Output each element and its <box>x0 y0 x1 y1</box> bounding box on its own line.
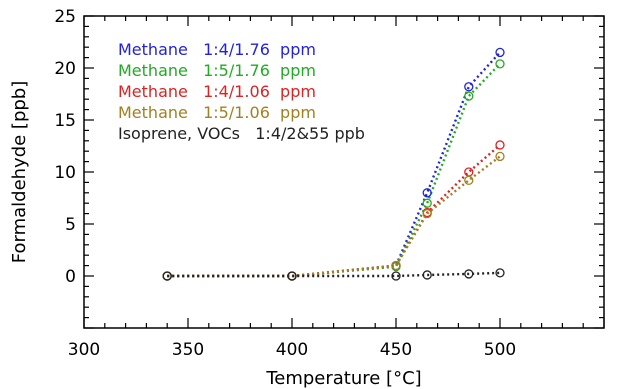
data-point <box>495 268 505 278</box>
x-tick-label: 500 <box>484 340 516 360</box>
data-point <box>422 188 432 198</box>
data-point <box>422 208 432 219</box>
data-point <box>464 167 474 177</box>
y-tick-label: 0 <box>65 267 76 287</box>
y-axis-label: Formaldehyde [ppb] <box>9 81 30 263</box>
y-tick-label: 25 <box>54 7 76 27</box>
series-line-2 <box>167 144 501 278</box>
tick-labels: 300 350 400 450 500 0 5 10 15 20 25 <box>54 7 516 360</box>
series-points <box>162 47 505 281</box>
data-point <box>464 175 474 185</box>
x-axis-label: Temperature [°C] <box>265 368 421 389</box>
y-tick-label: 20 <box>54 59 76 79</box>
y-tick-label: 15 <box>54 111 76 131</box>
data-point <box>495 47 505 58</box>
data-point <box>162 271 172 281</box>
data-point <box>287 271 297 281</box>
data-point <box>495 140 505 150</box>
data-point <box>391 271 401 281</box>
legend-entry: Methane 1:5/1.76 ppm <box>118 61 316 80</box>
data-point <box>422 198 432 208</box>
data-point <box>495 151 505 162</box>
x-tick-label: 300 <box>68 340 100 360</box>
legend-entry: Methane 1:5/1.06 ppm <box>118 103 316 122</box>
y-tick-label: 10 <box>54 163 76 183</box>
legend-entry: Methane 1:4/1.06 ppm <box>118 82 316 101</box>
x-tick-label: 400 <box>276 340 308 360</box>
series-lines <box>167 51 501 278</box>
series-line-4 <box>167 271 501 278</box>
axis-ticks <box>83 15 605 329</box>
x-tick-label: 450 <box>380 340 412 360</box>
legend-entry: Methane 1:4/1.76 ppm <box>118 40 316 59</box>
x-tick-label: 350 <box>172 340 204 360</box>
data-point <box>422 270 432 280</box>
legend-entry: Isoprene, VOCs 1:4/2&55 ppb <box>118 124 365 143</box>
data-point <box>464 91 474 101</box>
series-line-3 <box>167 155 501 278</box>
data-point <box>495 59 505 69</box>
data-point <box>464 269 474 279</box>
y-tick-label: 5 <box>65 215 76 235</box>
legend: Methane 1:4/1.76 ppm Methane 1:5/1.76 ppm… <box>118 40 365 143</box>
data-point <box>391 260 401 271</box>
series-line-0 <box>167 51 501 278</box>
data-point <box>464 82 474 92</box>
